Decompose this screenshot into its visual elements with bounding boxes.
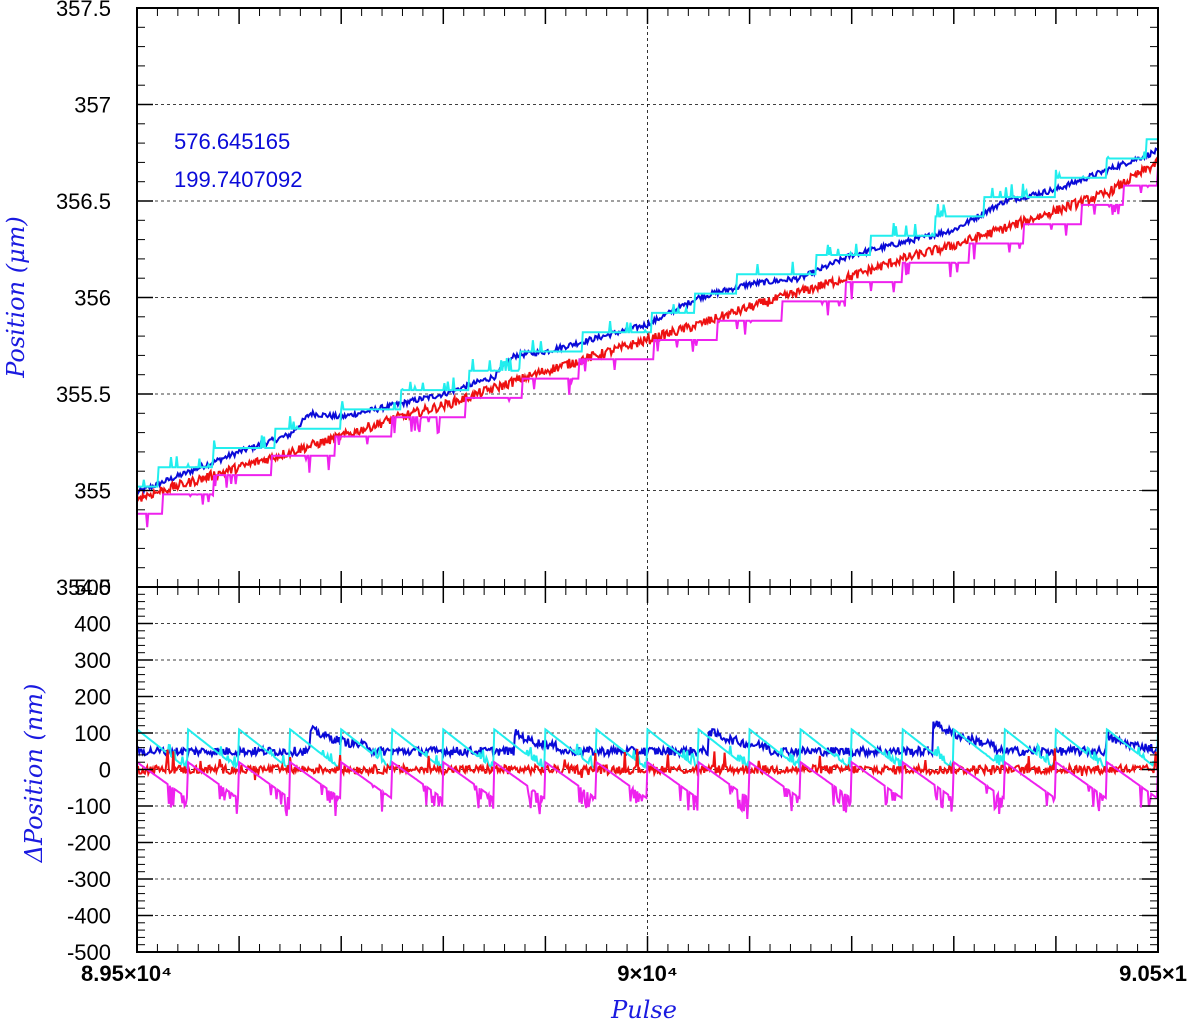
- top-series-red: [136, 155, 1159, 503]
- label-layer: 576.645165 199.7407092 Position (μm) ΔPo…: [2, 129, 677, 1021]
- top-series-blue: [136, 147, 1159, 496]
- bottom-series-magenta: [136, 760, 1159, 820]
- x-axis-title: Pulse: [610, 996, 677, 1021]
- top-series-magenta: [137, 166, 1159, 528]
- bottom-ytick-label: -300: [67, 867, 111, 892]
- bottom-ytick-label: 200: [74, 685, 111, 710]
- bottom-ytick-label: 100: [74, 721, 111, 746]
- bottom-ytick-label: -200: [67, 831, 111, 856]
- bottom-y-axis-title: ΔPosition (nm): [20, 684, 48, 864]
- xtick-label: 9.05×1: [1119, 961, 1187, 986]
- top-ytick-label: 355: [74, 479, 111, 504]
- bottom-ytick-label: 0: [99, 758, 111, 783]
- top-ytick-label: 357: [74, 93, 111, 118]
- bottom-ytick-label: -500: [67, 940, 111, 965]
- series-layer: [136, 137, 1159, 820]
- bottom-ytick-label: 500: [74, 575, 111, 600]
- top-annotation-1: 576.645165: [174, 129, 290, 154]
- bottom-ytick-label: 400: [74, 612, 111, 637]
- bottom-ytick-label: 300: [74, 648, 111, 673]
- top-annotation-2: 199.7407092: [174, 167, 302, 192]
- bottom-ytick-label: -400: [67, 904, 111, 929]
- top-ytick-label: 356: [74, 286, 111, 311]
- bottom-series-cyan: [136, 727, 1159, 771]
- tick-layer: 354.5 355 355.5 356 356.5 357 357.5 -500 -400 -30…: [56, 0, 1187, 986]
- top-y-axis-title: Position (μm): [2, 216, 30, 379]
- xtick-label: 8.95×10⁴: [81, 961, 172, 986]
- top-ytick-label: 355.5: [56, 382, 111, 407]
- xtick-label: 9×10⁴: [617, 961, 677, 986]
- top-ytick-label: 354.5: [56, 575, 111, 600]
- top-series-cyan: [137, 137, 1159, 488]
- top-ytick-label: 357.5: [56, 0, 111, 21]
- bottom-ytick-label: -100: [67, 794, 111, 819]
- top-ytick-label: 356.5: [56, 189, 111, 214]
